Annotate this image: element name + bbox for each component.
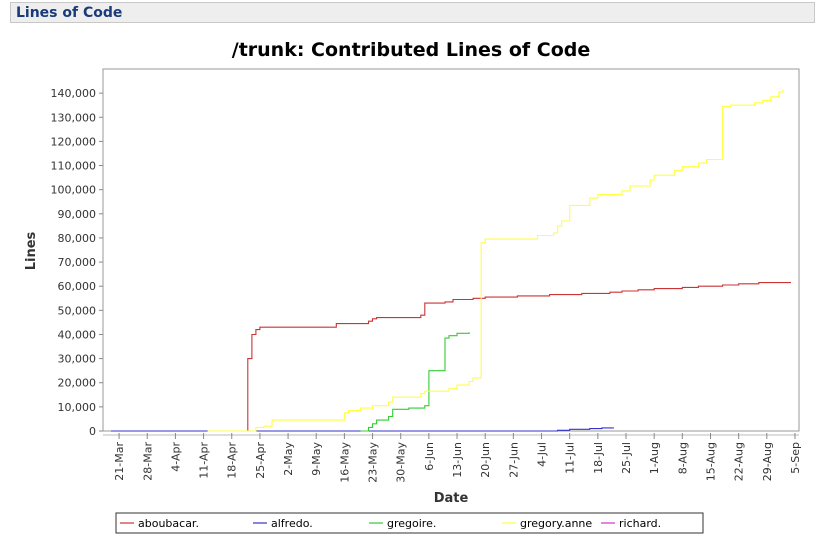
y-tick-label: 90,000	[58, 208, 97, 221]
x-tick-label: 4-Jul	[536, 442, 549, 467]
y-tick-label: 10,000	[58, 401, 97, 414]
x-tick-label: 5-Sep	[789, 442, 802, 474]
x-tick-label: 1-Aug	[648, 442, 661, 474]
legend-label: alfredo.	[271, 517, 313, 530]
series-line-alfredo	[111, 427, 614, 432]
y-tick-label: 120,000	[51, 135, 97, 148]
x-axis-label: Date	[434, 491, 469, 506]
legend-box	[115, 512, 704, 534]
x-tick-label: 8-Aug	[676, 442, 689, 474]
plot-area	[102, 68, 800, 432]
y-tick-label: 60,000	[58, 280, 97, 293]
legend-label: gregoire.	[387, 517, 436, 530]
x-tick-label: 9-May	[310, 442, 323, 476]
x-tick-label: 18-Apr	[226, 442, 239, 479]
x-tick-label: 25-Jul	[620, 442, 633, 474]
x-tick-label: 30-May	[395, 442, 408, 483]
x-tick-label: 23-May	[367, 442, 380, 483]
legend-label: aboubacar.	[138, 517, 199, 530]
y-tick-label: 110,000	[51, 160, 97, 173]
y-axis-label: Lines	[24, 231, 39, 270]
x-tick-label: 25-Apr	[254, 442, 267, 479]
y-tick-label: 20,000	[58, 377, 97, 390]
legend-label: richard.	[619, 517, 661, 530]
series-line-gregoire	[360, 332, 470, 432]
y-tick-label: 100,000	[51, 184, 97, 197]
x-tick-label: 21-Mar	[113, 442, 126, 481]
series-line-aboubacar	[111, 282, 791, 432]
x-tick-label: 28-Mar	[141, 442, 154, 481]
y-tick-label: 50,000	[58, 304, 97, 317]
y-tick-label: 80,000	[58, 232, 97, 245]
y-tick-label: 130,000	[51, 111, 97, 124]
x-tick-label: 22-Aug	[733, 442, 746, 481]
x-tick-label: 29-Aug	[761, 442, 774, 481]
y-tick-label: 140,000	[51, 87, 97, 100]
x-tick-label: 4-Apr	[169, 442, 182, 472]
y-tick-label: 30,000	[58, 353, 97, 366]
y-tick-label: 70,000	[58, 256, 97, 269]
legend-label: gregory.anne	[520, 517, 592, 530]
chart-title: /trunk: Contributed Lines of Code	[232, 39, 590, 61]
legend: aboubacar. alfredo. gregoire. gregory.anne r…	[115, 512, 704, 534]
x-tick-label: 6-Jun	[423, 442, 436, 471]
y-axis: 0 10,000 20,000 30,000 40,000 50,000 60,000 70,…	[51, 69, 104, 438]
x-axis: 21-Mar 28-Mar 4-Apr 11-Apr 18-Apr 25-Apr 2-May…	[103, 430, 802, 483]
x-tick-label: 20-Jun	[479, 442, 492, 478]
series-line-gregory-anne	[207, 89, 784, 432]
x-tick-label: 11-Jul	[564, 442, 577, 474]
x-tick-label: 15-Aug	[704, 442, 717, 481]
x-tick-label: 18-Jul	[592, 442, 605, 474]
x-tick-label: 11-Apr	[198, 442, 211, 479]
y-tick-label: 40,000	[58, 328, 97, 341]
series-lines	[111, 89, 791, 432]
y-tick-label: 0	[89, 425, 96, 438]
x-tick-label: 27-Jun	[507, 442, 520, 478]
x-tick-label: 13-Jun	[451, 442, 464, 478]
section-header: Lines of Code	[10, 2, 815, 23]
x-tick-label: 16-May	[338, 442, 351, 483]
x-tick-label: 2-May	[282, 442, 295, 476]
plot-frame	[102, 68, 800, 432]
section-header-title: Lines of Code	[16, 5, 123, 21]
